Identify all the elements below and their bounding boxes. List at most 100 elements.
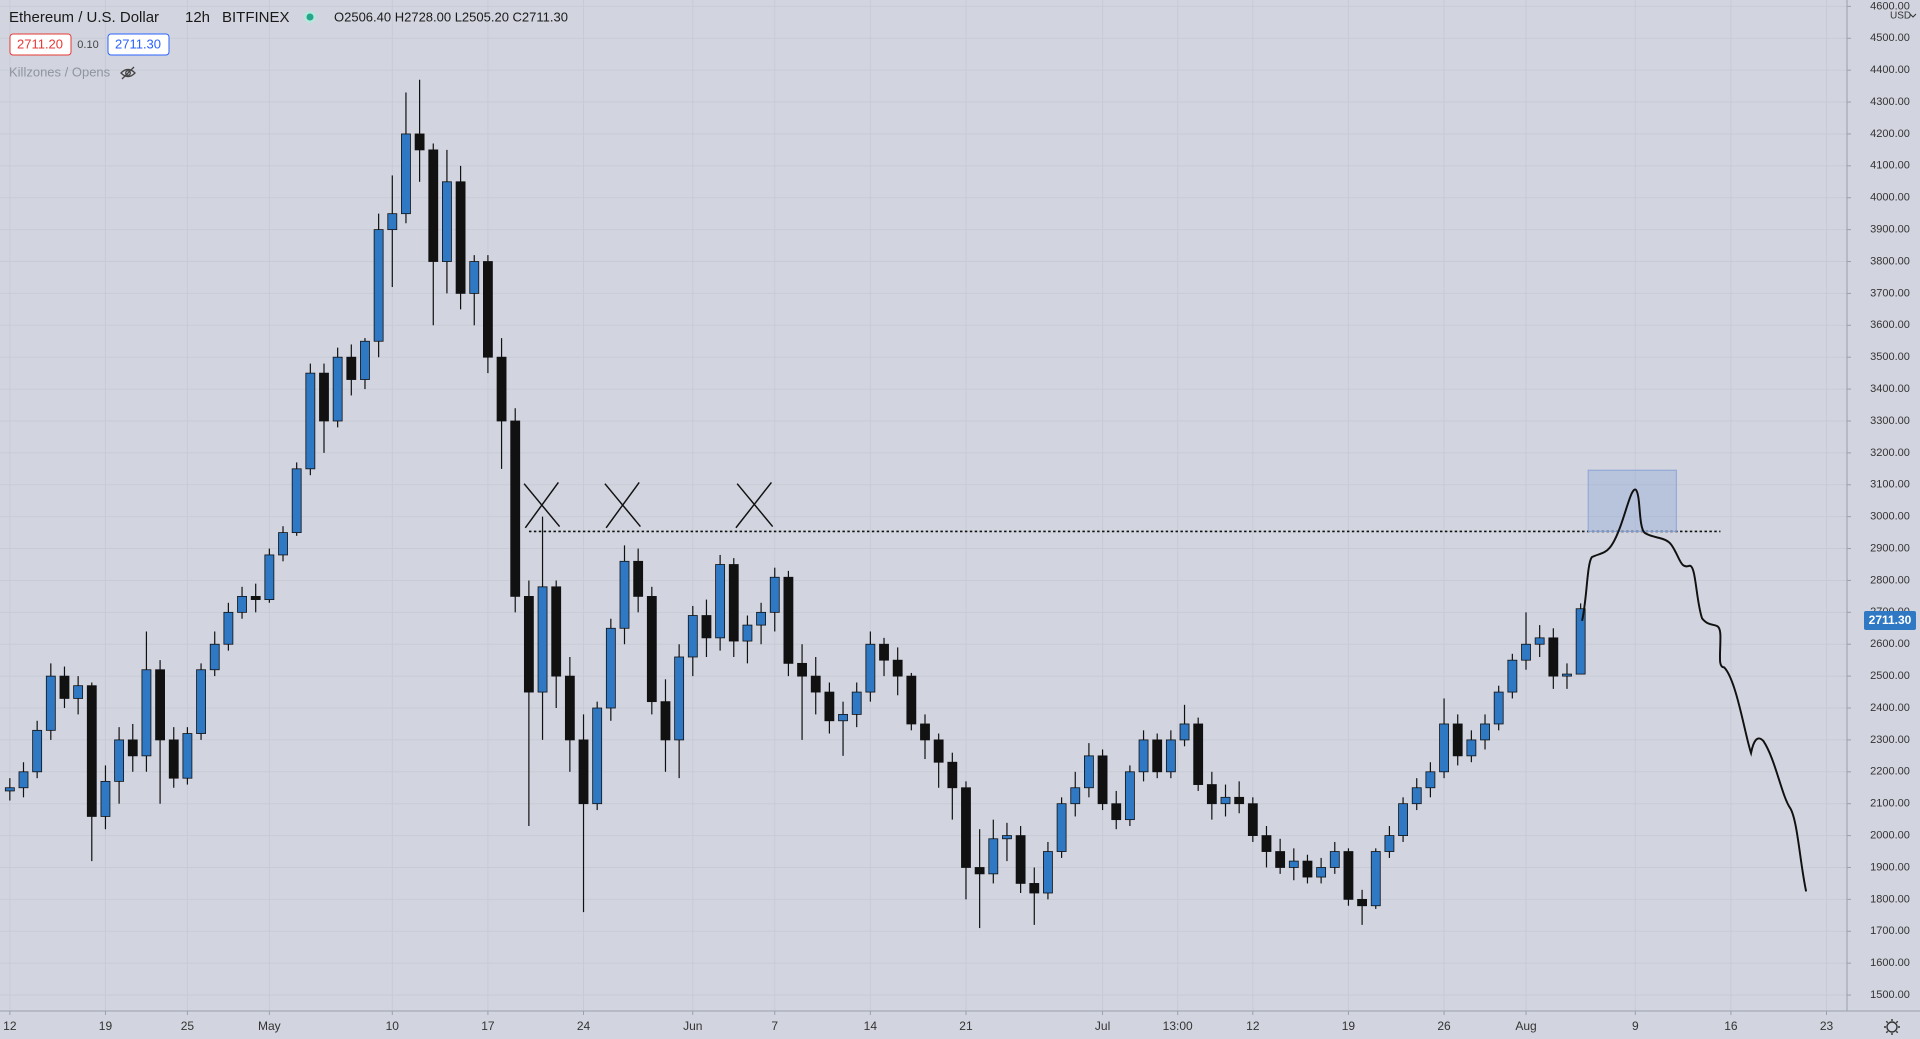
interval[interactable]: 12h bbox=[185, 9, 210, 26]
y-tick-label: 3600.00 bbox=[1870, 319, 1910, 331]
candle-body bbox=[537, 586, 548, 693]
settings-icon[interactable] bbox=[1884, 1019, 1900, 1035]
candle-body bbox=[1193, 723, 1204, 785]
candle-body bbox=[1179, 723, 1190, 741]
y-tick-label: 3800.00 bbox=[1870, 255, 1910, 267]
candle-body bbox=[1548, 637, 1559, 677]
x-tick-label: 25 bbox=[181, 1019, 195, 1033]
candle-body bbox=[45, 675, 56, 731]
y-tick-label: 3900.00 bbox=[1870, 224, 1910, 236]
status-dot bbox=[306, 13, 314, 21]
last-price-label: 2711.30 bbox=[1869, 613, 1912, 627]
candle-body bbox=[18, 771, 29, 789]
x-tick-label: 7 bbox=[771, 1019, 778, 1033]
spread: 0.10 bbox=[77, 39, 98, 51]
candle-body bbox=[73, 685, 84, 699]
y-tick-label: 1600.00 bbox=[1870, 957, 1910, 969]
y-tick-label: 3100.00 bbox=[1870, 479, 1910, 491]
candle-body bbox=[592, 707, 603, 805]
x-tick-label: Aug bbox=[1515, 1019, 1536, 1033]
currency[interactable]: USD bbox=[1890, 11, 1911, 22]
y-tick-label: 3700.00 bbox=[1870, 287, 1910, 299]
drawings bbox=[523, 469, 1808, 892]
candle-body bbox=[1534, 637, 1545, 645]
candle-body bbox=[906, 675, 917, 725]
hide-icon[interactable] bbox=[120, 66, 136, 80]
y-tick-label: 3200.00 bbox=[1870, 447, 1910, 459]
x-tick-label: 12 bbox=[3, 1019, 17, 1033]
candle-body bbox=[1439, 723, 1449, 773]
candle-body bbox=[127, 739, 138, 757]
y-tick-label: 2200.00 bbox=[1870, 766, 1910, 778]
candle-body bbox=[100, 780, 111, 817]
x-tick-label: 19 bbox=[99, 1019, 113, 1033]
x-tick-label: Jun bbox=[683, 1019, 702, 1033]
candle-body bbox=[1152, 739, 1163, 773]
ask: 2711.30 bbox=[115, 36, 161, 51]
candle-body bbox=[728, 564, 739, 642]
candles bbox=[4, 79, 1586, 929]
candle-body bbox=[605, 627, 616, 709]
candle-body bbox=[1493, 691, 1504, 725]
bid: 2711.20 bbox=[17, 36, 63, 51]
candle-body bbox=[346, 356, 357, 380]
candle-body bbox=[578, 739, 589, 805]
candle-body bbox=[865, 643, 876, 693]
candle-body bbox=[1302, 860, 1313, 878]
candle-body bbox=[1234, 796, 1245, 805]
candle-body bbox=[1575, 608, 1586, 675]
candle-body bbox=[1329, 851, 1340, 868]
candle-body bbox=[1411, 787, 1422, 805]
candle-body bbox=[141, 669, 152, 757]
candle-body bbox=[401, 133, 411, 215]
candle-body bbox=[715, 564, 726, 639]
y-tick-label: 2100.00 bbox=[1870, 798, 1910, 810]
candle-body bbox=[1138, 739, 1149, 773]
x-tick-label: 24 bbox=[577, 1019, 591, 1033]
candle-body bbox=[278, 532, 288, 556]
candle-body bbox=[32, 729, 43, 773]
candle-body bbox=[1521, 643, 1531, 661]
x-tick-label: 21 bbox=[959, 1019, 973, 1033]
candle-body bbox=[687, 615, 698, 658]
grid bbox=[0, 0, 1847, 1011]
candle-body bbox=[1097, 755, 1108, 805]
x-tick-label: Jul bbox=[1095, 1019, 1110, 1033]
candle-body bbox=[660, 701, 671, 741]
target-box bbox=[1587, 469, 1677, 532]
candle-body bbox=[1275, 851, 1286, 868]
candle-body bbox=[633, 560, 644, 597]
y-tick-label: 1500.00 bbox=[1870, 989, 1910, 1001]
candle-body bbox=[510, 420, 521, 597]
x-axis: 12 19 25 May 10 17 24 Jun 7 14 21 Jul 13:00 12 19 26 Aug… bbox=[3, 1011, 1834, 1033]
candle-body bbox=[824, 691, 835, 722]
x-tick-label: 16 bbox=[1724, 1019, 1738, 1033]
x-tick-label: May bbox=[258, 1019, 281, 1033]
candle-body bbox=[1029, 883, 1040, 894]
candle-body bbox=[961, 787, 971, 868]
candle-body bbox=[810, 675, 821, 693]
candle-body bbox=[1084, 755, 1094, 789]
candle-body bbox=[1206, 784, 1217, 805]
x-tick-label: 13:00 bbox=[1163, 1019, 1193, 1033]
candle-body bbox=[428, 149, 439, 262]
candle-body bbox=[264, 554, 275, 600]
bid-box[interactable] bbox=[9, 33, 72, 56]
candle-body bbox=[1343, 851, 1354, 900]
candle-body bbox=[1425, 771, 1436, 789]
candle-body bbox=[360, 340, 370, 380]
candle-body bbox=[373, 229, 384, 342]
candle-body bbox=[1316, 867, 1327, 878]
ask-box[interactable] bbox=[107, 33, 170, 56]
candle-body bbox=[442, 181, 452, 262]
candle-body bbox=[1357, 898, 1368, 907]
candle-body bbox=[291, 468, 302, 534]
exchange: BITFINEX bbox=[222, 9, 290, 26]
y-tick-label: 3300.00 bbox=[1870, 415, 1910, 427]
candle-body bbox=[496, 356, 507, 422]
candle-body bbox=[646, 595, 657, 703]
candle-body bbox=[319, 372, 329, 422]
y-tick-label: 2400.00 bbox=[1870, 702, 1910, 714]
ohlc: O2506.40 H2728.00 L2505.20 C2711.30 bbox=[334, 9, 568, 24]
